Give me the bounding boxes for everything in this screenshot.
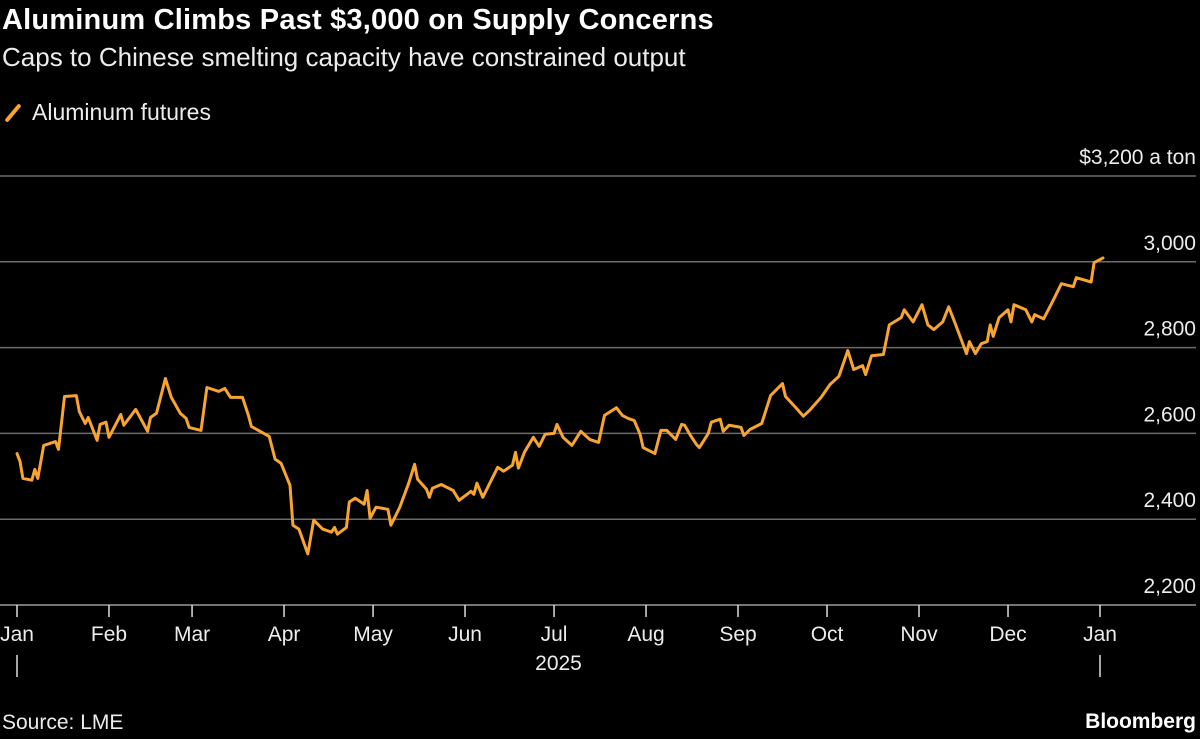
x-tick-label: Jan [0, 623, 34, 646]
y-tick-label: 2,600 [1143, 403, 1196, 426]
y-tick-label: 3,000 [1143, 232, 1196, 255]
x-tick-label: Jun [448, 623, 482, 646]
x-year-label: 2025 [535, 652, 582, 675]
x-tick-label: Oct [811, 623, 844, 646]
y-tick-label: 2,800 [1143, 318, 1196, 341]
chart-title: Aluminum Climbs Past $3,000 on Supply Co… [2, 4, 714, 36]
legend-label: Aluminum futures [32, 99, 211, 125]
y-tick-label: 2,200 [1143, 575, 1196, 598]
x-tick-label: Nov [900, 623, 938, 646]
x-tick-label: Feb [91, 623, 127, 646]
x-tick-label: May [353, 623, 393, 646]
series-line-aluminum-futures [15, 256, 1105, 556]
x-tick-label: Aug [627, 623, 664, 646]
y-tick-label: 2,400 [1143, 489, 1196, 512]
x-tick-label: Sep [719, 623, 756, 646]
x-tick-label: Jul [541, 623, 568, 646]
source-note: Source: LME [2, 711, 124, 734]
x-tick-label: Mar [174, 623, 210, 646]
x-tick-label: Dec [989, 623, 1026, 646]
y-axis-unit-label: $3,200 a ton [1079, 146, 1196, 169]
chart-subtitle: Caps to Chinese smelting capacity have c… [2, 42, 686, 72]
x-tick-label: Jan [1083, 623, 1117, 646]
x-tick-label: Apr [268, 623, 301, 646]
legend: Aluminum futures [4, 99, 211, 126]
bloomberg-logo: Bloomberg [1085, 710, 1196, 733]
